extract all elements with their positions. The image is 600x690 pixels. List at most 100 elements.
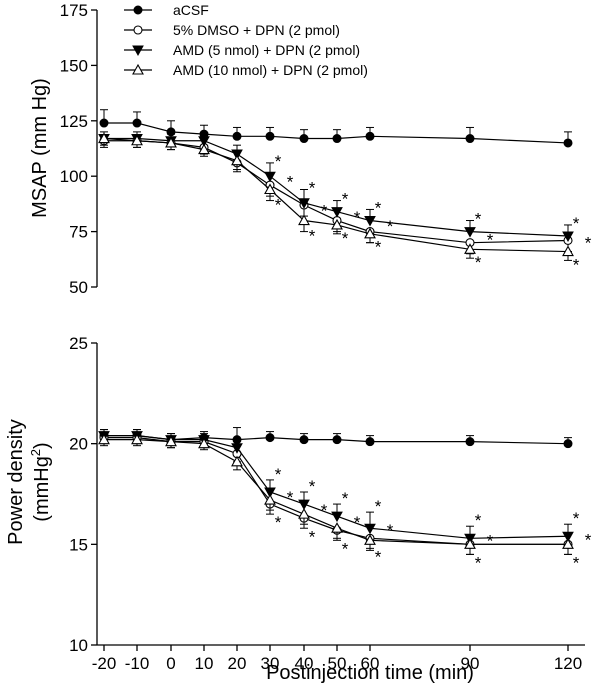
msap-series-line bbox=[103, 137, 569, 253]
legend-entry-0: aCSF bbox=[124, 2, 209, 18]
msap-point-filled-circle bbox=[132, 118, 142, 128]
power-star-side: * bbox=[387, 521, 394, 540]
power-star-upper: * bbox=[309, 477, 316, 496]
legend-label: 5% DMSO + DPN (2 pmol) bbox=[173, 22, 340, 38]
msap-star-upper: * bbox=[342, 190, 349, 209]
power-star-upper: * bbox=[375, 497, 382, 516]
power-point-filled-triangle bbox=[562, 531, 574, 543]
x-tick-label: 120 bbox=[554, 654, 582, 673]
msap-point-filled-circle bbox=[265, 131, 275, 141]
x-axis-title: Postinjection time (min) bbox=[266, 662, 474, 684]
msap-point-filled-triangle bbox=[464, 227, 476, 238]
msap-point-filled-triangle bbox=[331, 207, 343, 218]
legend-entry-3: AMD (10 nmol) + DPN (2 pmol) bbox=[124, 62, 368, 78]
power-density-axes: 10 15 20 25 bbox=[69, 334, 585, 655]
msap-star-upper: * bbox=[275, 152, 282, 171]
msap-star-lower: * bbox=[342, 229, 349, 248]
power-point-open-triangle bbox=[298, 508, 310, 519]
legend-marker-filled-triangle bbox=[132, 45, 144, 57]
msap-point-open-triangle bbox=[98, 132, 110, 144]
msap-star-lower: * bbox=[475, 253, 482, 272]
msap-point-open-triangle bbox=[464, 243, 476, 254]
msap-significance-marks: * * * * * * * * * * * * * * * * * * bbox=[275, 152, 592, 275]
msap-point-filled-circle bbox=[365, 131, 375, 141]
msap-star-lower: * bbox=[375, 238, 382, 257]
power-point-open-triangle bbox=[165, 435, 177, 447]
x-tick-label: -10 bbox=[125, 654, 150, 673]
power-y-tick-label: 10 bbox=[69, 636, 88, 655]
msap-point-filled-circle bbox=[332, 134, 342, 144]
msap-point-open-triangle bbox=[331, 218, 343, 230]
x-tick-label: 20 bbox=[228, 654, 247, 673]
legend-marker-open-triangle bbox=[132, 63, 144, 75]
msap-series bbox=[98, 109, 574, 261]
msap-point-open-triangle bbox=[131, 134, 143, 146]
power-point-filled-circle bbox=[299, 435, 309, 445]
legend-label: AMD (10 nmol) + DPN (2 pmol) bbox=[173, 62, 368, 78]
legend-marker-filled-circle bbox=[133, 5, 143, 15]
msap-point-filled-triangle bbox=[562, 231, 574, 243]
legend-entry-2: AMD (5 nmol) + DPN (2 pmol) bbox=[124, 42, 360, 58]
power-star-lower: * bbox=[275, 513, 282, 532]
msap-point-filled-circle bbox=[99, 118, 109, 128]
msap-y-tick-label: 100 bbox=[60, 167, 88, 186]
msap-star-upper: * bbox=[573, 214, 580, 233]
power-star-upper: * bbox=[573, 509, 580, 528]
power-star-lower: * bbox=[475, 553, 482, 572]
msap-star-upper: * bbox=[375, 198, 382, 217]
x-tick-label: 10 bbox=[195, 654, 214, 673]
power-point-open-triangle bbox=[231, 455, 243, 467]
msap-point-open-triangle bbox=[198, 143, 210, 155]
msap-point-open-triangle bbox=[364, 227, 376, 239]
power-point-open-triangle bbox=[364, 534, 376, 545]
power-density-significance-marks: * * * * * * * * * * * * * * * * * * bbox=[275, 465, 592, 573]
power-point-filled-triangle bbox=[264, 487, 276, 499]
power-point-filled-circle bbox=[265, 433, 275, 443]
msap-point-open-triangle bbox=[231, 154, 243, 166]
power-point-filled-circle bbox=[465, 437, 475, 447]
x-tick-label: 40 bbox=[295, 654, 314, 673]
msap-point-filled-triangle bbox=[364, 216, 376, 227]
power-point-filled-triangle bbox=[331, 511, 343, 523]
power-density-series bbox=[98, 427, 574, 555]
msap-y-tick-label: 175 bbox=[60, 1, 88, 20]
power-series-1 bbox=[99, 433, 573, 555]
power-star-side: * bbox=[354, 513, 361, 532]
msap-series-1 bbox=[99, 136, 573, 255]
power-star-side: * bbox=[585, 530, 592, 549]
power-star-lower: * bbox=[309, 527, 316, 546]
msap-point-filled-circle bbox=[563, 138, 573, 148]
msap-y-tick-label: 75 bbox=[69, 223, 88, 242]
msap-star-lower: * bbox=[573, 255, 580, 274]
power-point-filled-circle bbox=[563, 439, 573, 449]
power-point-filled-circle bbox=[365, 437, 375, 447]
power-point-open-triangle bbox=[464, 538, 476, 549]
legend-label: aCSF bbox=[173, 2, 209, 18]
power-density-panel: 10 15 20 25 * * * * * * * * * * * * * * * * * * -20 -10 0 10 20 3… bbox=[5, 334, 592, 684]
x-tick-label: 30 bbox=[261, 654, 280, 673]
power-point-filled-triangle bbox=[298, 499, 310, 511]
power-star-side: * bbox=[287, 488, 294, 507]
msap-star-side: * bbox=[354, 208, 361, 227]
legend-label: AMD (5 nmol) + DPN (2 pmol) bbox=[173, 42, 360, 58]
msap-y-tick-label: 50 bbox=[69, 278, 88, 297]
msap-axes: 50 75 100 125 150 175 bbox=[60, 1, 98, 297]
power-star-upper: * bbox=[342, 489, 349, 508]
power-star-lower: * bbox=[375, 547, 382, 566]
msap-star-side: * bbox=[287, 173, 294, 192]
power-star-side: * bbox=[487, 531, 494, 550]
msap-series-3 bbox=[98, 132, 574, 261]
x-tick-labels: -20 -10 0 10 20 30 40 50 60 90 120 bbox=[92, 645, 582, 673]
power-star-lower: * bbox=[573, 553, 580, 572]
msap-y-axis-title: MSAP (mm Hg) bbox=[29, 78, 51, 218]
msap-point-filled-circle bbox=[299, 134, 309, 144]
power-point-open-triangle bbox=[198, 437, 210, 449]
msap-y-tick-label: 125 bbox=[60, 112, 88, 131]
power-point-open-triangle bbox=[562, 538, 574, 549]
msap-point-filled-triangle bbox=[298, 198, 310, 209]
msap-star-side: * bbox=[321, 202, 328, 221]
x-tick-label: 0 bbox=[166, 654, 175, 673]
power-point-filled-circle bbox=[332, 435, 342, 445]
x-tick-label: -20 bbox=[92, 654, 117, 673]
